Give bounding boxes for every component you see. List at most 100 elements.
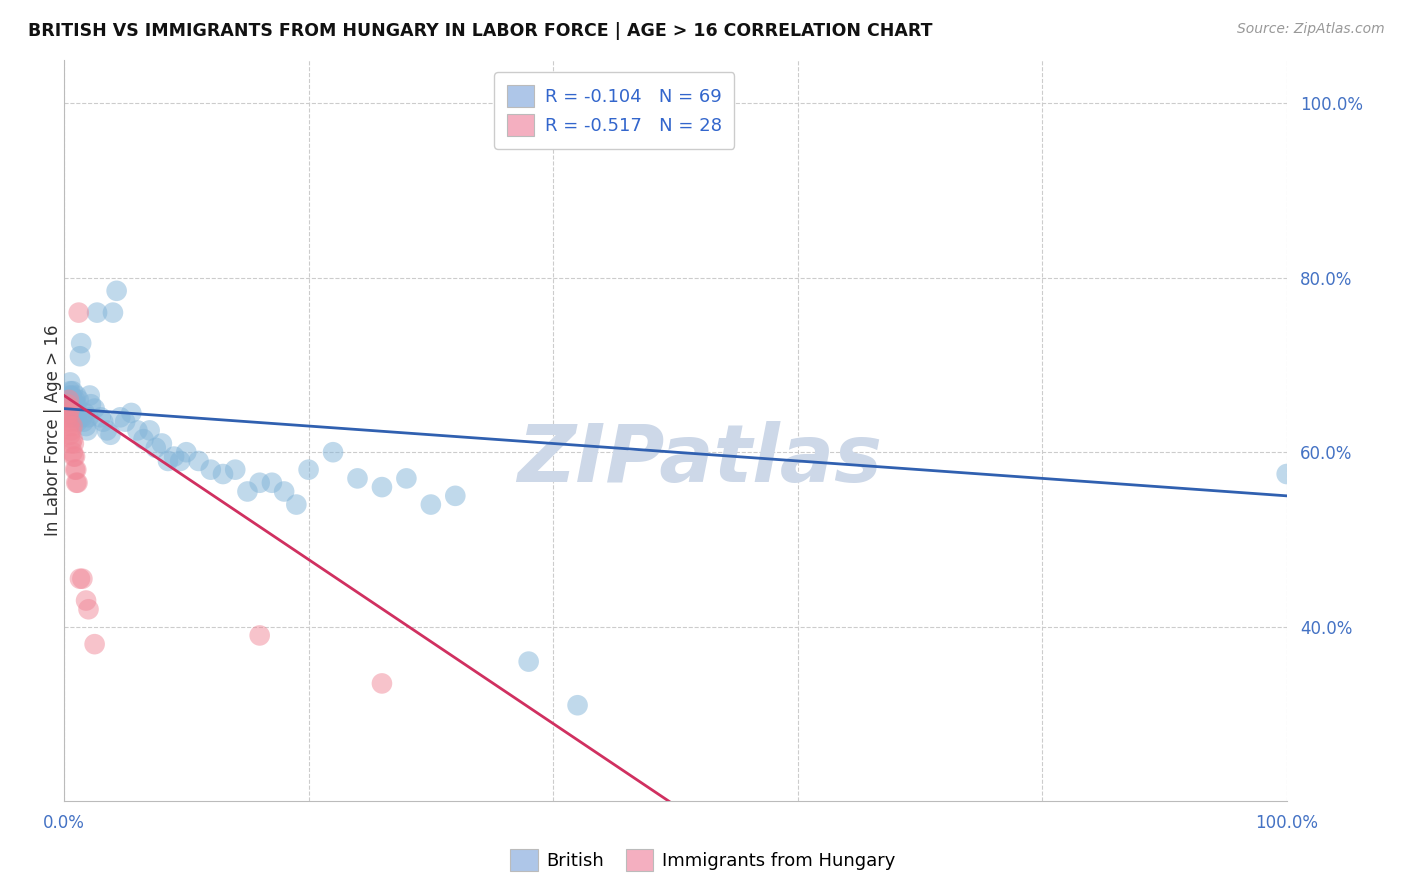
Point [73, 406, 96, 420]
Point [145, 441, 167, 455]
Point [322, 445, 344, 459]
Point [63, 392, 86, 407]
Point [249, 475, 271, 490]
Point [63, 463, 86, 477]
Legend: British, Immigrants from Hungary: British, Immigrants from Hungary [503, 842, 903, 879]
Point [200, 463, 222, 477]
Point [83, 401, 105, 416]
Point [63, 401, 86, 416]
Point [96, 424, 118, 438]
Point [1275, 467, 1298, 481]
Point [63, 450, 86, 464]
Point [58, 392, 80, 407]
Point [75, 419, 97, 434]
Point [62, 384, 84, 398]
Point [59, 376, 82, 390]
Point [62, 432, 84, 446]
Point [77, 410, 100, 425]
Point [273, 484, 295, 499]
Point [59, 401, 82, 416]
Text: Source: ZipAtlas.com: Source: ZipAtlas.com [1237, 22, 1385, 37]
Point [105, 284, 128, 298]
Point [76, 424, 98, 438]
Point [62, 419, 84, 434]
Point [212, 467, 235, 481]
Point [70, 336, 93, 351]
Point [58, 392, 80, 407]
Point [56, 397, 79, 411]
Point [58, 406, 80, 420]
Point [67, 392, 90, 407]
Point [169, 454, 191, 468]
Point [90, 410, 112, 425]
Point [56, 397, 79, 411]
Point [517, 655, 540, 669]
Point [285, 498, 308, 512]
Point [150, 436, 173, 450]
Point [132, 432, 155, 446]
Point [156, 454, 179, 468]
Point [59, 388, 82, 402]
Point [127, 424, 149, 438]
Point [65, 463, 87, 477]
Point [56, 410, 79, 425]
Point [66, 406, 89, 420]
Point [79, 388, 101, 402]
Point [236, 484, 259, 499]
Point [63, 410, 86, 425]
Point [59, 384, 82, 398]
Point [59, 415, 82, 429]
Point [346, 471, 368, 485]
Point [60, 436, 83, 450]
Point [65, 397, 87, 411]
Point [69, 572, 91, 586]
Point [419, 498, 441, 512]
Point [63, 450, 86, 464]
Point [224, 463, 246, 477]
Point [63, 397, 86, 411]
Point [77, 602, 100, 616]
Point [60, 388, 83, 402]
Point [176, 445, 198, 459]
Point [67, 305, 90, 319]
Text: ZIPatlas: ZIPatlas [517, 421, 883, 499]
Point [297, 463, 319, 477]
Point [120, 406, 142, 420]
Point [69, 349, 91, 363]
Point [72, 410, 94, 425]
Point [72, 415, 94, 429]
Point [100, 427, 122, 442]
Point [114, 415, 136, 429]
Legend: R = -0.104   N = 69, R = -0.517   N = 28: R = -0.104 N = 69, R = -0.517 N = 28 [494, 72, 734, 149]
Point [65, 475, 87, 490]
Point [66, 415, 89, 429]
Point [187, 454, 209, 468]
Point [110, 410, 132, 425]
Point [260, 475, 283, 490]
Point [395, 471, 418, 485]
Point [444, 489, 467, 503]
Point [86, 305, 108, 319]
Point [371, 480, 394, 494]
Point [60, 410, 83, 425]
Point [249, 628, 271, 642]
Point [163, 450, 186, 464]
Point [58, 419, 80, 434]
Point [63, 436, 86, 450]
Point [80, 397, 103, 411]
Point [138, 424, 160, 438]
Point [371, 676, 394, 690]
Point [62, 392, 84, 407]
Point [65, 388, 87, 402]
Point [83, 637, 105, 651]
Point [62, 445, 84, 459]
Point [567, 698, 589, 713]
Point [62, 401, 84, 416]
Point [65, 410, 87, 425]
Text: BRITISH VS IMMIGRANTS FROM HUNGARY IN LABOR FORCE | AGE > 16 CORRELATION CHART: BRITISH VS IMMIGRANTS FROM HUNGARY IN LA… [28, 22, 932, 40]
Point [66, 475, 89, 490]
Point [72, 572, 94, 586]
Point [91, 415, 114, 429]
Point [75, 593, 97, 607]
Point [59, 427, 82, 442]
